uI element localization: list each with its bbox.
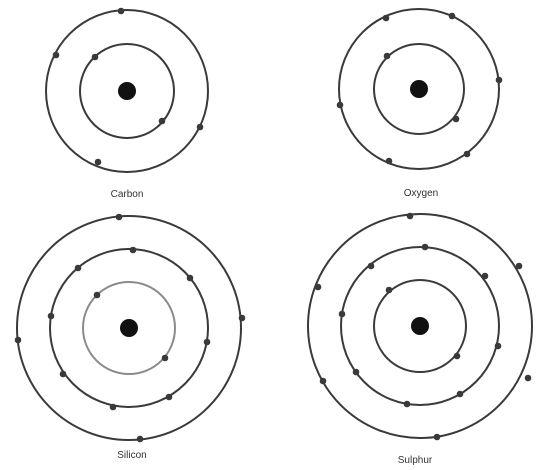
- silicon-nucleus: [120, 319, 138, 337]
- atom-label-sulphur: Sulphur: [398, 455, 433, 466]
- electron: [448, 12, 456, 20]
- electron: [453, 352, 461, 360]
- silicon-orbit-3: [16, 215, 242, 441]
- atom-silicon: Silicon: [14, 213, 246, 461]
- sulphur-orbit-2: [340, 246, 500, 406]
- atom-sulphur: Sulphur: [307, 212, 533, 466]
- electron: [382, 14, 390, 22]
- electron: [94, 158, 102, 166]
- electron: [165, 393, 173, 401]
- electron: [494, 342, 502, 350]
- carbon-nucleus: [118, 82, 136, 100]
- electron: [319, 377, 327, 385]
- silicon-orbit-2: [49, 248, 209, 408]
- sulphur-orbit-3: [307, 213, 533, 439]
- electron: [515, 262, 523, 270]
- electron: [367, 262, 375, 270]
- electron: [74, 264, 82, 272]
- carbon-orbit-1: [79, 43, 175, 139]
- electron: [186, 274, 194, 282]
- carbon-orbit-2: [45, 9, 209, 173]
- electron: [406, 212, 414, 220]
- atom-label-carbon: Carbon: [111, 189, 144, 200]
- electron: [463, 150, 471, 158]
- electron: [117, 7, 125, 15]
- electron: [115, 213, 123, 221]
- oxygen-orbit-2: [338, 8, 500, 170]
- electron: [383, 52, 391, 60]
- electron: [433, 433, 441, 441]
- electron: [524, 374, 532, 382]
- electron: [385, 157, 393, 165]
- electron: [314, 283, 322, 291]
- electron: [385, 286, 393, 294]
- sulphur-orbit-1: [373, 279, 467, 373]
- electron: [161, 354, 169, 362]
- electron: [238, 314, 246, 322]
- electron: [109, 403, 117, 411]
- sulphur-nucleus: [411, 317, 429, 335]
- atom-label-silicon: Silicon: [117, 450, 146, 461]
- electron: [129, 246, 137, 254]
- electron: [59, 370, 67, 378]
- electron: [403, 400, 411, 408]
- electron: [158, 117, 166, 125]
- electron: [196, 123, 204, 131]
- electron: [456, 390, 464, 398]
- electron: [481, 272, 489, 280]
- electron: [352, 368, 360, 376]
- atom-carbon: Carbon: [45, 7, 209, 200]
- electron: [203, 338, 211, 346]
- silicon-orbit-1: [82, 281, 176, 375]
- electron: [136, 435, 144, 443]
- electron: [52, 51, 60, 59]
- electron: [91, 53, 99, 61]
- atom-label-oxygen: Oxygen: [404, 188, 438, 199]
- electron: [452, 115, 460, 123]
- electron: [336, 101, 344, 109]
- oxygen-nucleus: [410, 80, 428, 98]
- electron: [47, 312, 55, 320]
- atom-oxygen: Oxygen: [336, 8, 503, 199]
- electron: [93, 291, 101, 299]
- electron: [495, 76, 503, 84]
- electron: [421, 243, 429, 251]
- oxygen-orbit-1: [373, 43, 465, 135]
- electron: [338, 310, 346, 318]
- electron: [14, 336, 22, 344]
